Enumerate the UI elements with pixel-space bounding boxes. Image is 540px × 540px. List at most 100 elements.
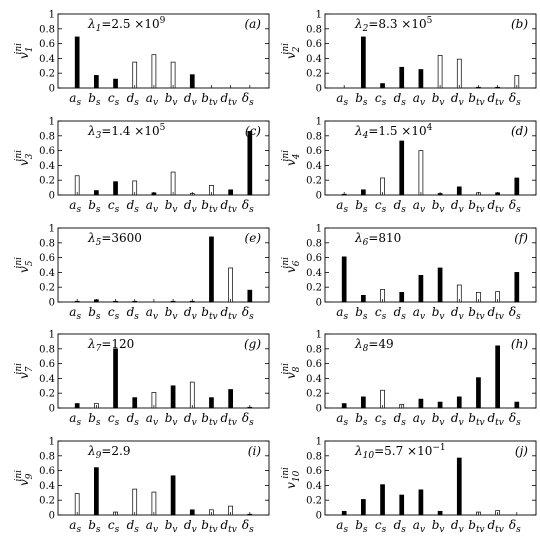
lambda-subscript: 1	[96, 24, 102, 34]
plot-frame	[57, 333, 270, 409]
bar-b-tv	[476, 377, 481, 409]
y-tick-label: 0.8	[39, 24, 55, 35]
x-tick-label: bv	[165, 198, 178, 215]
category-subscript: tv	[495, 98, 504, 108]
x-tick-label: bs	[88, 411, 101, 428]
category-subscript: v	[439, 525, 444, 535]
x-tick-label: δs	[242, 305, 254, 322]
x-tick-label: bs	[88, 305, 101, 322]
x-tick-label: ds	[394, 411, 407, 428]
x-tick-label: as	[336, 198, 348, 215]
category-letter: c	[375, 305, 382, 319]
category-letter: b	[432, 411, 440, 425]
category-subscript: s	[76, 312, 81, 322]
x-tick-label: btv	[468, 305, 484, 322]
lambda-symbol: λ	[354, 231, 363, 245]
category-subscript: s	[401, 312, 406, 322]
category-letter: a	[146, 198, 153, 212]
category-letter: δ	[509, 198, 516, 212]
y-axis-label: v5ini	[14, 257, 35, 273]
category-subscript: tv	[209, 418, 218, 428]
x-tick-label: δs	[242, 411, 254, 428]
y-tick-label: 1	[316, 224, 322, 235]
lambda-subscript: 9	[96, 451, 102, 461]
category-subscript: s	[249, 418, 254, 428]
y-tick-label: 0.2	[39, 496, 55, 507]
bar-d-tv	[228, 267, 233, 303]
category-letter: d	[451, 91, 459, 105]
y-tick-label: 0.4	[39, 268, 55, 279]
y-tick-label: 0.6	[39, 253, 55, 264]
category-subscript: s	[249, 98, 254, 108]
category-letter: c	[108, 91, 115, 105]
y-tick-label: 0	[49, 191, 55, 202]
category-letter: a	[69, 411, 76, 425]
lambda-label: λ10=5.7 ×10−1	[354, 443, 446, 461]
x-tick-label: bv	[165, 411, 178, 428]
category-subscript: v	[172, 98, 177, 108]
category-subscript: v	[459, 525, 464, 535]
x-tick-label: δs	[509, 411, 521, 428]
category-letter: δ	[242, 198, 249, 212]
panel-tag: (c)	[245, 124, 261, 138]
x-tick-label: cs	[108, 305, 120, 322]
lambda-symbol: λ	[354, 124, 363, 138]
y-tick-label: 0.8	[39, 344, 55, 355]
category-letter: a	[336, 91, 343, 105]
category-subscript: tv	[476, 205, 485, 215]
x-tick-label: bv	[165, 91, 178, 108]
category-letter: a	[413, 91, 420, 105]
x-tick-label: ds	[394, 91, 407, 108]
category-subscript: s	[401, 418, 406, 428]
lambda-value: =810	[368, 231, 401, 245]
x-tick-label: δs	[242, 518, 254, 535]
ylabel-subscript: 4	[292, 153, 302, 160]
category-letter: d	[487, 198, 495, 212]
plot-frame	[57, 13, 270, 89]
y-tick-label: 0.8	[306, 238, 322, 249]
category-letter: b	[88, 91, 96, 105]
category-subscript: v	[420, 98, 425, 108]
category-subscript: v	[420, 205, 425, 215]
category-letter: b	[355, 411, 363, 425]
category-letter: b	[432, 305, 440, 319]
x-tick-label: btv	[201, 411, 217, 428]
category-letter: a	[146, 91, 153, 105]
category-letter: b	[165, 305, 173, 319]
x-tick-label: dtv	[487, 305, 503, 322]
x-tick-label: dv	[451, 91, 464, 108]
category-letter: d	[451, 518, 459, 532]
x-tick-label: bs	[355, 91, 368, 108]
category-subscript: s	[249, 525, 254, 535]
x-tick-label: cs	[108, 198, 120, 215]
category-subscript: s	[76, 525, 81, 535]
category-subscript: s	[401, 98, 406, 108]
category-letter: b	[432, 198, 440, 212]
y-tick-label: 0.2	[39, 176, 55, 187]
x-tick-label: δs	[242, 198, 254, 215]
ylabel-subscript: 7	[25, 366, 35, 372]
panel-tag: (f)	[514, 231, 528, 245]
x-tick-label: ds	[394, 198, 407, 215]
category-subscript: s	[363, 418, 368, 428]
ylabel-base: v	[17, 266, 31, 273]
category-letter: a	[336, 305, 343, 319]
category-letter: a	[69, 198, 76, 212]
lambda-symbol: λ	[87, 444, 96, 458]
y-tick-label: 0.4	[39, 481, 55, 492]
category-subscript: v	[439, 205, 444, 215]
lambda-label: λ6=810	[354, 231, 401, 248]
category-subscript: v	[439, 98, 444, 108]
plot-frame	[324, 120, 537, 196]
lambda-value: =49	[368, 337, 393, 351]
category-letter: d	[451, 305, 459, 319]
category-subscript: s	[249, 312, 254, 322]
y-tick-label: 0.6	[306, 253, 322, 264]
bar-b-s	[94, 467, 99, 516]
y-tick-label: 0.6	[39, 466, 55, 477]
x-tick-label: ds	[127, 91, 140, 108]
category-subscript: tv	[228, 312, 237, 322]
